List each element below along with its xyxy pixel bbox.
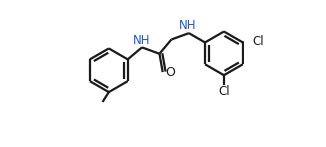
Text: NH: NH [133,34,151,47]
Text: Cl: Cl [218,85,230,98]
Text: Cl: Cl [253,35,264,48]
Text: NH: NH [179,19,197,32]
Text: O: O [166,66,175,78]
